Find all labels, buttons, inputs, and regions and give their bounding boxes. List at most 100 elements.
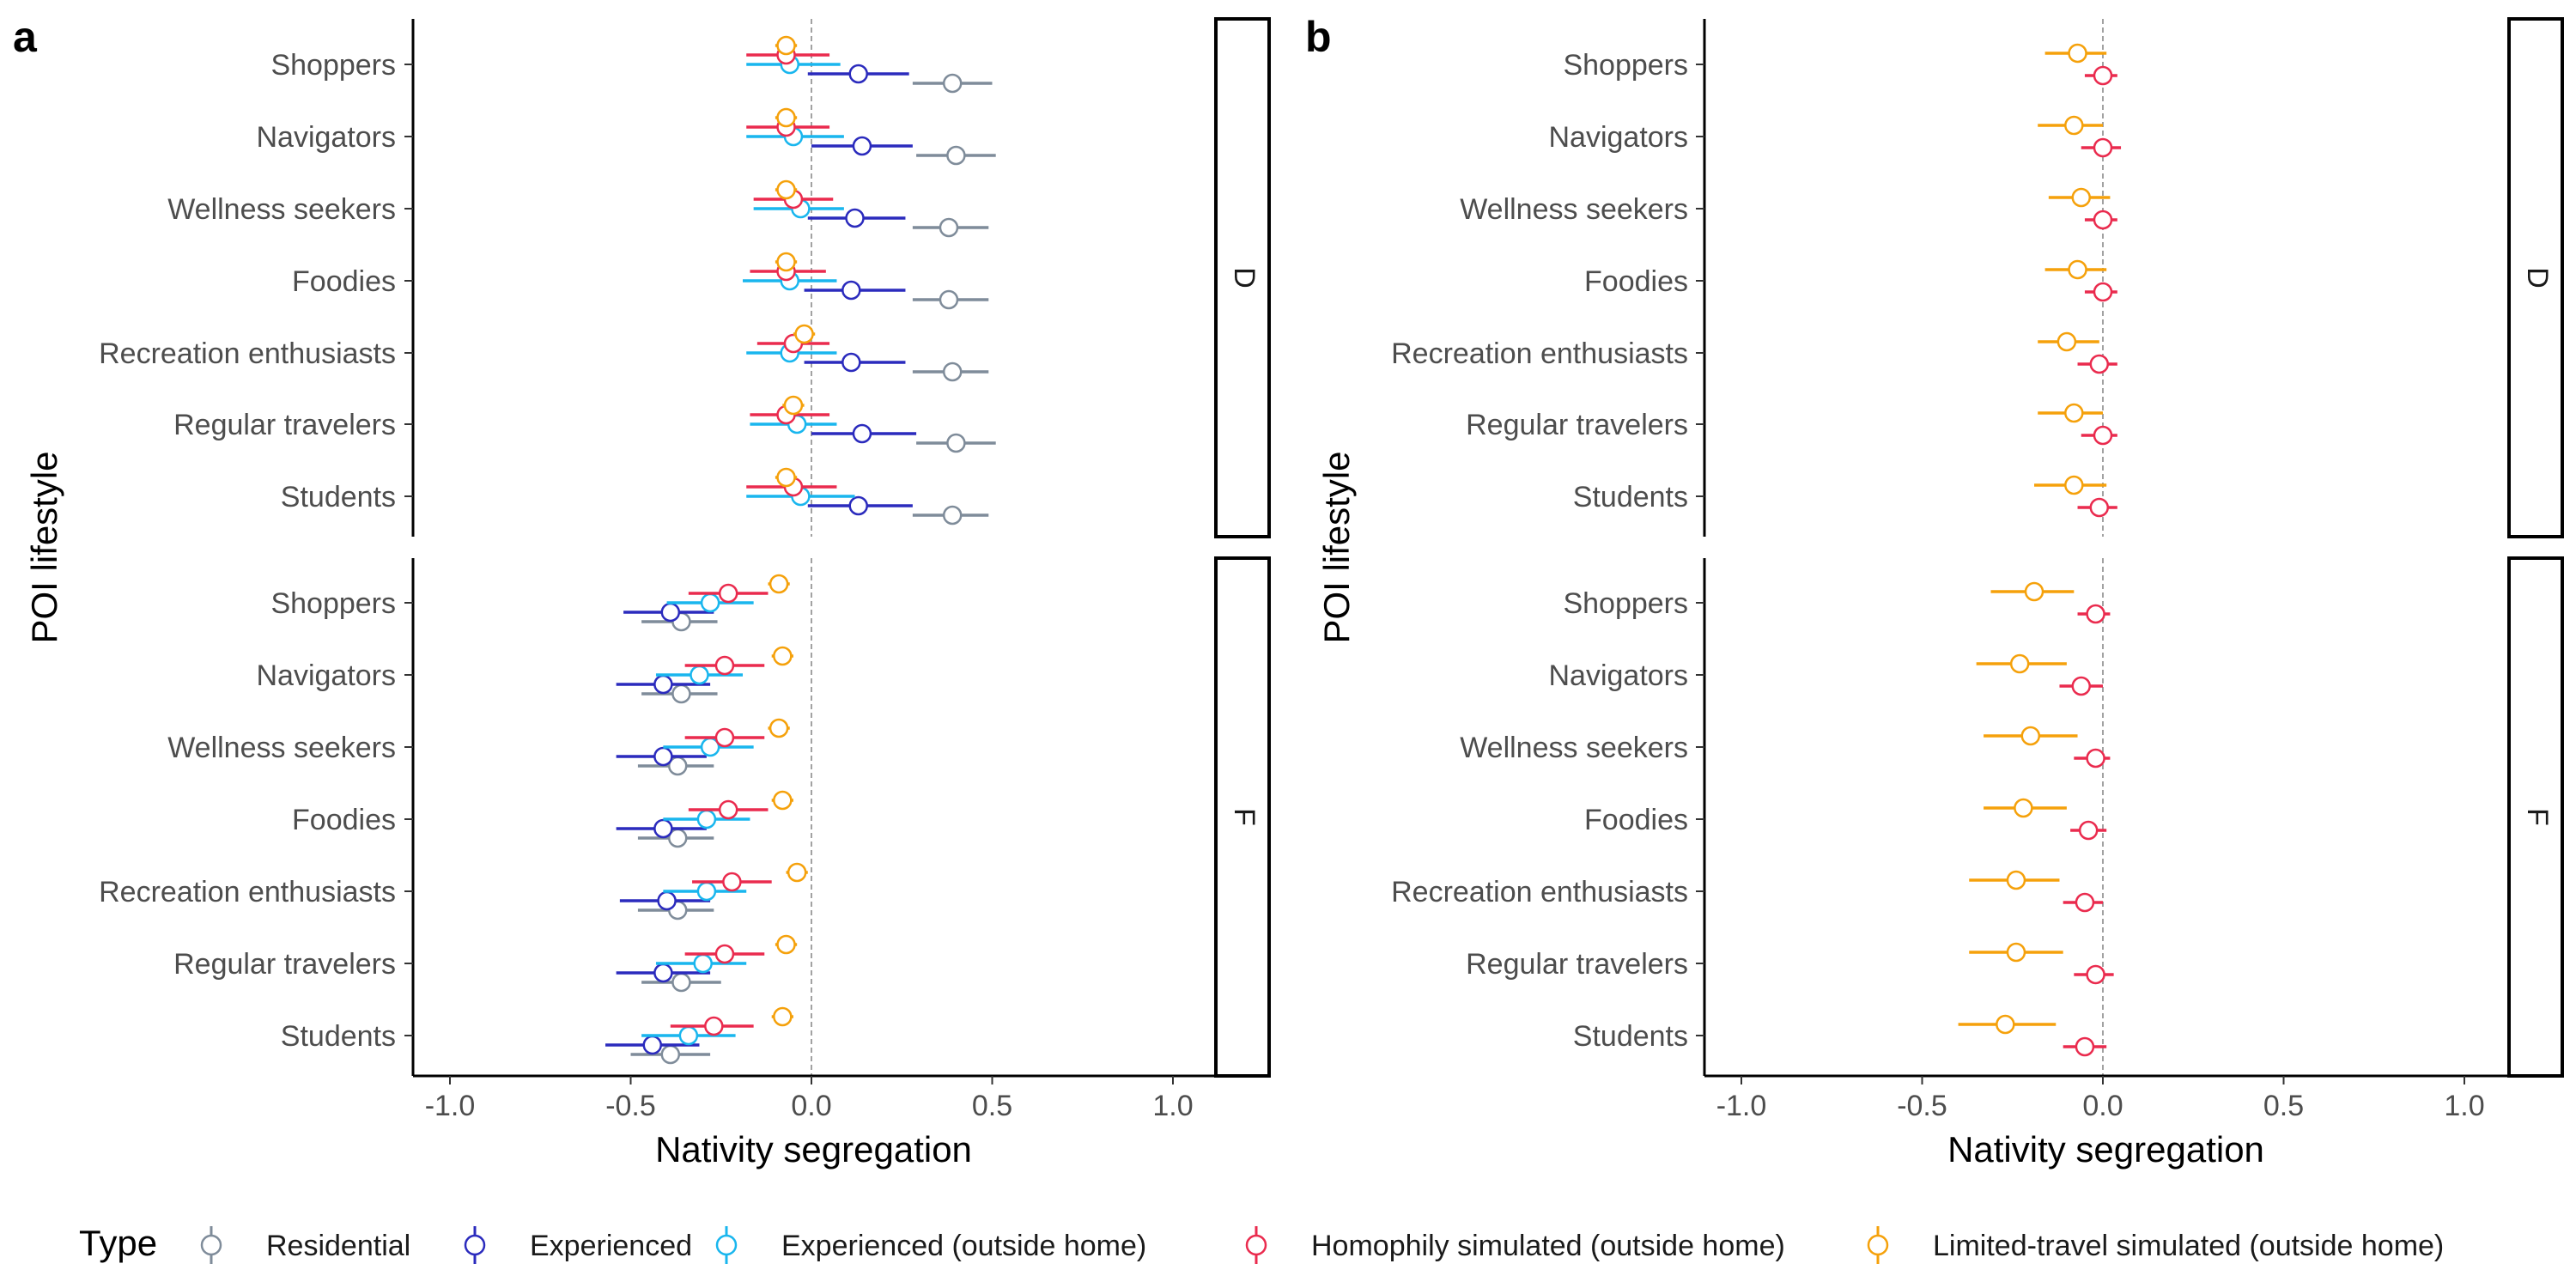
series-residential [912, 73, 996, 526]
series-experienced-outside-home [641, 592, 754, 1046]
data-point [776, 179, 796, 200]
data-point [2093, 210, 2113, 230]
data-point [700, 592, 720, 613]
data-point [2075, 892, 2095, 913]
facet-f: F Shoppers Navigators Wellness seekers Foodi… [99, 556, 1271, 1078]
data-point [653, 746, 673, 767]
data-point [845, 208, 865, 228]
data-point [2075, 1036, 2095, 1057]
data-point [776, 467, 796, 488]
data-point [2064, 475, 2084, 495]
x-tick-label: 1.0 [1152, 1090, 1193, 1122]
data-point [773, 790, 793, 811]
y-tick-label: Navigators [1548, 659, 1688, 692]
legend-label: Limited-travel simulated (outside home) [1933, 1230, 2444, 1262]
y-tick-label: Regular travelers [1466, 948, 1688, 981]
data-point [696, 881, 717, 902]
legend-key-circle [1245, 1234, 1267, 1256]
legend-title: Type [79, 1223, 157, 1263]
legend-key-circle [200, 1234, 222, 1256]
data-point [718, 583, 738, 604]
y-tick-label: Wellness seekers [167, 193, 396, 226]
panel-b: b POI lifestyle D Shoppers Navigators Wellnes… [1305, 13, 2564, 1170]
y-tick-label: Recreation enthusiasts [99, 876, 396, 908]
data-point [660, 1044, 681, 1065]
y-tick-label: Recreation enthusiasts [1391, 876, 1688, 908]
legend: Type Residential Experienced Experienced (o… [79, 1223, 2444, 1264]
x-tick-label: 0.5 [972, 1090, 1012, 1122]
series-homophily-simulated-outside-home [670, 583, 772, 1036]
data-point [2057, 331, 2077, 352]
data-point [2068, 43, 2087, 64]
data-point [852, 423, 872, 444]
series-limited-travel-simulated-outside-home [2034, 43, 2111, 495]
legend-label: Residential [266, 1230, 410, 1262]
x-tick-label: 1.0 [2444, 1090, 2484, 1122]
data-point [2020, 726, 2041, 746]
data-point [2071, 187, 2091, 208]
data-point [773, 646, 793, 666]
x-axis-title: Nativity segregation [1947, 1129, 2264, 1170]
y-tick-label: Navigators [1548, 121, 1688, 154]
series-limited-travel-simulated-outside-home [775, 35, 816, 488]
data-point [2086, 964, 2105, 985]
data-point [653, 674, 673, 695]
data-point [653, 818, 673, 839]
legend-key-circle [1867, 1234, 1889, 1256]
data-point [852, 136, 872, 156]
data-point [2086, 604, 2105, 624]
y-tick-label: Students [1573, 481, 1688, 513]
y-axis-title: POI lifestyle [24, 451, 64, 643]
data-point [693, 953, 713, 974]
x-tick-label: -1.0 [1716, 1090, 1767, 1122]
facet-strip-label: F [2521, 808, 2554, 826]
data-point [704, 1016, 724, 1036]
legend-item-homophily-simulated-outside-home: Homophily simulated (outside home) [1245, 1226, 1785, 1264]
data-point [773, 1006, 793, 1027]
data-point [939, 289, 959, 310]
series-limited-travel-simulated-outside-home [768, 574, 808, 1027]
data-point [776, 35, 796, 56]
data-point [714, 944, 735, 964]
data-point [696, 809, 717, 829]
legend-label: Experienced (outside home) [781, 1230, 1146, 1262]
data-point [678, 1025, 699, 1046]
data-point [653, 963, 673, 983]
x-tick-label: 0.0 [791, 1090, 831, 1122]
data-point [2071, 676, 2091, 696]
y-tick-label: Regular travelers [173, 948, 396, 981]
data-point [1996, 1014, 2015, 1035]
data-point [660, 602, 681, 623]
data-point [722, 872, 742, 892]
data-point [794, 324, 814, 344]
data-point [2009, 653, 2030, 674]
y-tick-label: Students [281, 481, 396, 513]
y-tick-label: Foodies [292, 804, 396, 836]
data-point [841, 280, 861, 301]
data-point [946, 145, 966, 166]
series-experienced [804, 64, 917, 516]
legend-key-circle [464, 1234, 486, 1256]
data-point [2014, 798, 2033, 818]
data-point [848, 495, 868, 516]
y-tick-label: Students [1573, 1020, 1688, 1053]
x-tick-label: -0.5 [605, 1090, 656, 1122]
y-tick-label: Students [281, 1020, 396, 1053]
data-point [2089, 497, 2110, 518]
data-point [2024, 581, 2044, 602]
facet-d: D Shoppers Navigators Wellness seekers Foodi… [99, 17, 1271, 538]
series-residential [630, 611, 721, 1065]
data-point [841, 352, 861, 373]
legend-label: Homophily simulated (outside home) [1311, 1230, 1785, 1262]
data-point [848, 64, 868, 84]
data-point [690, 665, 709, 685]
data-point [776, 934, 796, 955]
panel-a: a POI lifestyle D Shoppers Navigators Wellnes… [13, 13, 1271, 1170]
data-point [714, 655, 735, 676]
y-tick-label: Navigators [256, 121, 396, 154]
facet-strip [1214, 17, 1271, 538]
y-axis-title: POI lifestyle [1316, 451, 1357, 643]
legend-key-circle [715, 1234, 738, 1256]
data-point [718, 799, 738, 820]
